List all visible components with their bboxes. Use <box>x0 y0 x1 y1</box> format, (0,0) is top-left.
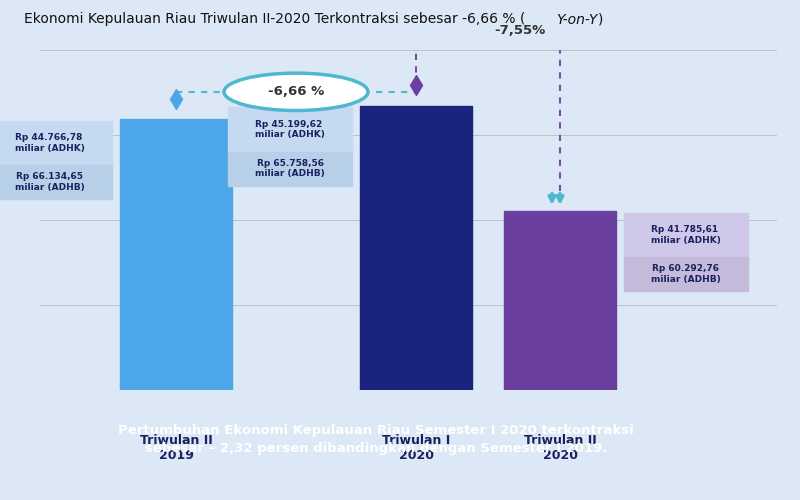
Bar <box>228 108 352 152</box>
Text: Rp 41.785,61
miliar (ADHK): Rp 41.785,61 miliar (ADHK) <box>651 226 721 244</box>
Bar <box>0 120 112 165</box>
Text: Triwulan II
2019: Triwulan II 2019 <box>140 434 212 462</box>
Ellipse shape <box>224 73 368 110</box>
Text: Rp 60.292,76
miliar (ADHB): Rp 60.292,76 miliar (ADHB) <box>651 264 721 284</box>
Text: Rp 44.766,78
miliar (ADHK): Rp 44.766,78 miliar (ADHK) <box>15 133 85 152</box>
Text: Pertumbuhan Ekonomi Kepulauan Riau Semester I 2020 terkontraksi
sebesar – 2,32 p: Pertumbuhan Ekonomi Kepulauan Riau Semes… <box>118 424 634 455</box>
Text: ): ) <box>598 12 604 26</box>
Text: Triwulan II
2020: Triwulan II 2020 <box>524 434 596 462</box>
Text: Rp 66.134,65
miliar (ADHB): Rp 66.134,65 miliar (ADHB) <box>15 172 85 192</box>
Bar <box>624 257 748 291</box>
Text: Rp 65.758,56
miliar (ADHB): Rp 65.758,56 miliar (ADHB) <box>255 159 325 178</box>
Text: Rp 45.199,62
miliar (ADHK): Rp 45.199,62 miliar (ADHK) <box>255 120 325 139</box>
Text: -7,55%: -7,55% <box>494 24 546 38</box>
Text: Y-on-Y: Y-on-Y <box>556 12 598 26</box>
Bar <box>504 211 616 390</box>
Bar <box>228 152 352 186</box>
Text: Triwulan I
2020: Triwulan I 2020 <box>382 434 450 462</box>
Text: -6,66 %: -6,66 % <box>268 86 324 98</box>
Bar <box>120 119 232 390</box>
Ellipse shape <box>452 14 588 48</box>
Text: Ekonomi Kepulauan Riau Triwulan II-2020 Terkontraksi sebesar -6,66 % (: Ekonomi Kepulauan Riau Triwulan II-2020 … <box>24 12 526 26</box>
Bar <box>624 213 748 257</box>
Bar <box>360 106 472 390</box>
Bar <box>0 165 112 199</box>
